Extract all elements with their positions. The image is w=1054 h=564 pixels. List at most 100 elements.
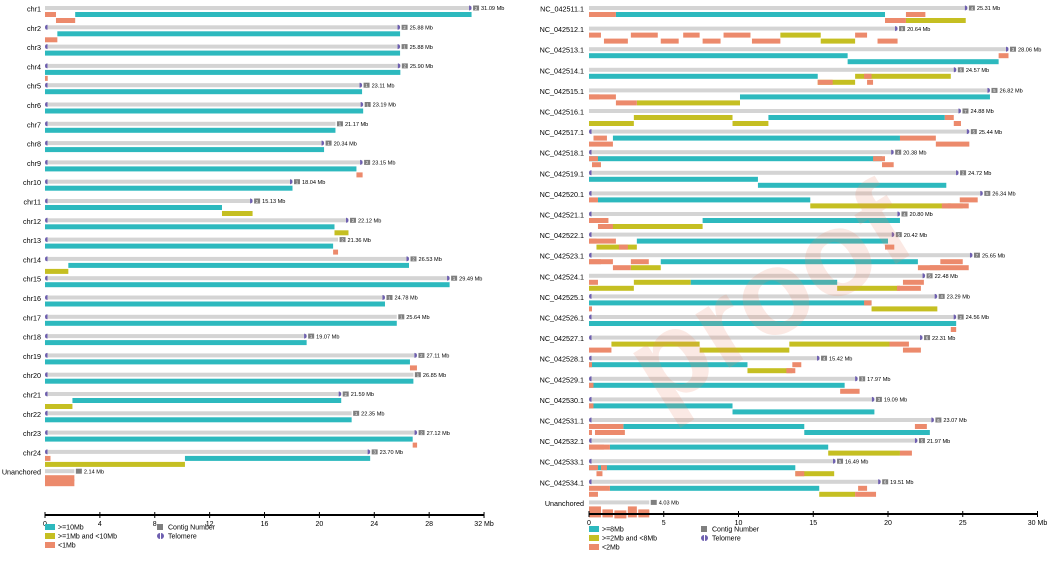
contig-number: 3 [373, 450, 376, 455]
chromosome-label: chr18 [23, 333, 41, 342]
chromosome-bar [589, 459, 836, 464]
telomere-left-icon [589, 335, 592, 341]
contig-number: 2 [420, 430, 423, 435]
chromosome-row-nc-042534-1: NC_042534.1 6 19.51 Mb [540, 478, 914, 497]
x-tick-label: 24 [370, 521, 378, 528]
chromosome-size-label: 20.64 Mb [907, 27, 930, 33]
legend-swatch [589, 535, 599, 541]
contig-segment-small [589, 506, 601, 513]
chromosome-bar [45, 218, 349, 223]
chromosome-size-label: 21.36 Mb [348, 238, 371, 244]
chromosome-row-chr9: chr9 2 23.15 Mb [27, 159, 395, 178]
chromosome-label: Unanchored [2, 468, 41, 477]
contig-number-box [875, 396, 882, 402]
telomere-right-icon [321, 140, 325, 146]
chromosome-size-label: 31.09 Mb [481, 6, 504, 12]
contig-number: 2 [420, 353, 423, 358]
chromosome-bar [45, 449, 371, 454]
chromosome-label: chr23 [23, 429, 41, 438]
contig-segment-small [953, 121, 961, 126]
chromosome-bar [45, 411, 352, 416]
contig-segment-mid [819, 491, 856, 497]
chromosome-bar [45, 179, 293, 184]
contig-segment-large [804, 430, 930, 435]
contig-segment-mid [817, 79, 856, 85]
contig-segment-small [412, 442, 418, 448]
chromosome-label: NC_042516.1 [540, 108, 584, 117]
legend-label: >=8Mb [602, 527, 624, 534]
contig-number-box [650, 499, 657, 505]
contig-number: 1 [417, 373, 420, 378]
contig-segment-mid [732, 121, 769, 126]
chromosome-label: chr16 [23, 294, 41, 303]
contig-number: 6 [937, 418, 940, 423]
chromosome-size-label: 26.85 Mb [423, 373, 446, 379]
chromosome-size-label: 21.59 Mb [351, 392, 374, 398]
contig-segment-small [45, 455, 51, 461]
contig-segment-small [882, 162, 894, 168]
contig-segment-large [847, 59, 999, 65]
telomere-left-icon [589, 129, 592, 135]
contig-number: 1 [400, 315, 403, 320]
chromosome-row-nc-042512-1: NC_042512.1 9 20.64 Mb [540, 25, 930, 44]
telomere-left-icon [45, 333, 48, 339]
legend-swatch [45, 533, 55, 539]
chromosome-row-nc-042522-1: NC_042522.1 5 20.42 Mb [540, 231, 927, 250]
telomere-right-icon [397, 63, 401, 69]
legend-contig-icon [701, 526, 707, 532]
chromosome-label: chr15 [23, 275, 41, 284]
chromosome-bar [589, 418, 934, 422]
telomere-right-icon [980, 190, 983, 196]
contig-number-box [935, 417, 942, 423]
telomere-right-icon [250, 198, 253, 204]
contig-segment-small [618, 244, 628, 250]
chromosome-row-chr19: chr19 2 27.11 Mb [23, 352, 449, 371]
contig-segment-small [597, 224, 607, 229]
contig-segment-small [45, 75, 48, 81]
chromosome-bar [589, 109, 961, 113]
contig-segment-small [594, 430, 625, 435]
contig-segment-large [45, 50, 401, 56]
chromosome-row-nc-042532-1: NC_042532.1 5 21.97 Mb [540, 437, 950, 456]
chromosome-bar [45, 63, 401, 68]
chromosome-label: NC_042531.1 [540, 417, 584, 426]
telomere-right-icon [414, 352, 417, 358]
contig-segment-small [902, 347, 921, 353]
contig-segment-large [57, 31, 401, 37]
contig-segment-mid [837, 285, 900, 291]
telomere-left-icon [45, 295, 48, 300]
contig-segment-mid [611, 341, 700, 347]
chromosome-row-chr14: chr14 2 26.53 Mb [23, 255, 442, 274]
contig-segment-small [589, 347, 612, 353]
legend-label: Telomere [712, 536, 741, 543]
chromosome-row-nc-042533-1: NC_042533.1 5 16.49 Mb [540, 458, 868, 477]
telomere-left-icon [589, 314, 592, 320]
chromosome-size-label: 15.42 Mb [829, 356, 852, 362]
contig-segment-mid [630, 265, 661, 271]
telomere-right-icon [958, 108, 961, 114]
contig-segment-mid [795, 471, 835, 477]
telomere-right-icon [360, 102, 364, 107]
contig-segment-large [589, 382, 845, 388]
chromosome-label: NC_042514.1 [540, 66, 584, 75]
contig-number: 5 [928, 274, 931, 279]
telomere-right-icon [855, 376, 858, 382]
contig-number-box [938, 293, 945, 299]
telomere-left-icon [45, 102, 48, 107]
contig-segment-small [660, 38, 679, 44]
contig-number-box [1009, 46, 1016, 52]
contig-segment-large [45, 127, 336, 133]
contig-segment-small [612, 265, 631, 271]
chromosome-size-label: 22.31 Mb [932, 336, 955, 342]
telomere-left-icon [45, 217, 48, 223]
contig-segment-small [935, 141, 970, 147]
chromosome-bar [589, 335, 923, 340]
chromosome-bar [589, 191, 983, 196]
contig-segment-mid [596, 244, 637, 250]
contig-segment-small [589, 424, 624, 429]
telomere-right-icon [817, 355, 820, 361]
telomere-right-icon [1005, 46, 1009, 52]
contig-segment-small [591, 162, 601, 168]
contig-segment-small [589, 32, 601, 38]
contig-number-box [398, 314, 405, 320]
